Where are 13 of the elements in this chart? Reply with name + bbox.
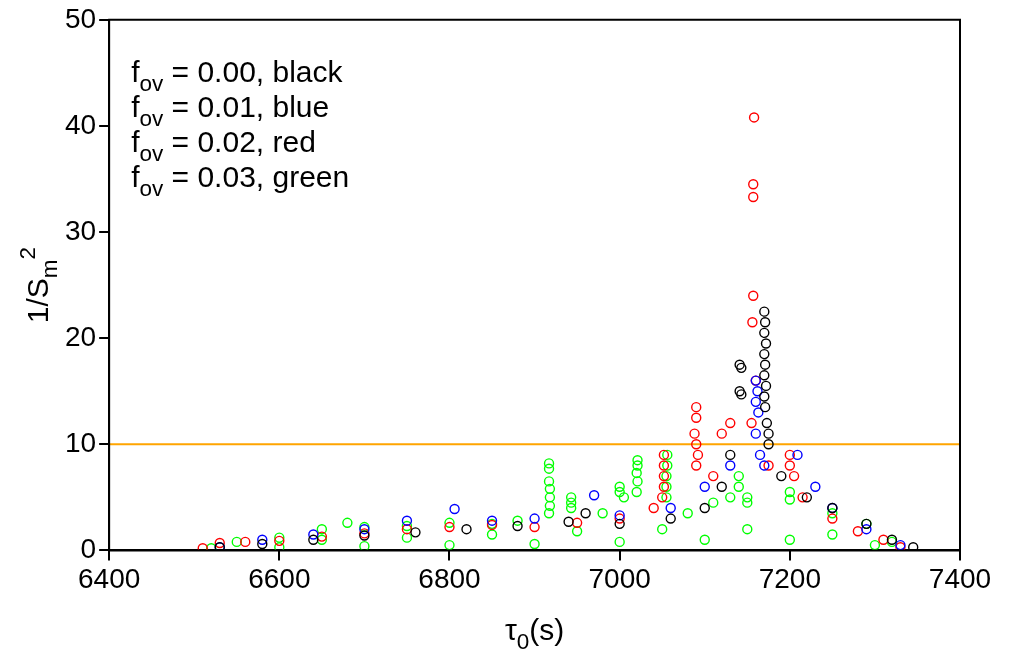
x-tick-label: 7400 xyxy=(928,562,992,594)
x-tick-label: 6800 xyxy=(418,562,481,594)
y-tick-label: 20 xyxy=(64,320,97,352)
x-tick-label: 7200 xyxy=(758,562,821,594)
x-tick-label: 7000 xyxy=(588,562,651,594)
y-tick-label: 40 xyxy=(64,108,97,140)
y-axis-title: 1/Sm2 xyxy=(14,246,62,324)
x-tick-label: 6600 xyxy=(248,562,311,594)
y-tick-label: 0 xyxy=(80,533,97,565)
y-tick-label: 50 xyxy=(64,2,97,34)
y-tick-label: 30 xyxy=(64,214,97,246)
y-tick-label: 10 xyxy=(64,427,97,458)
x-tick-label: 6400 xyxy=(78,562,141,594)
